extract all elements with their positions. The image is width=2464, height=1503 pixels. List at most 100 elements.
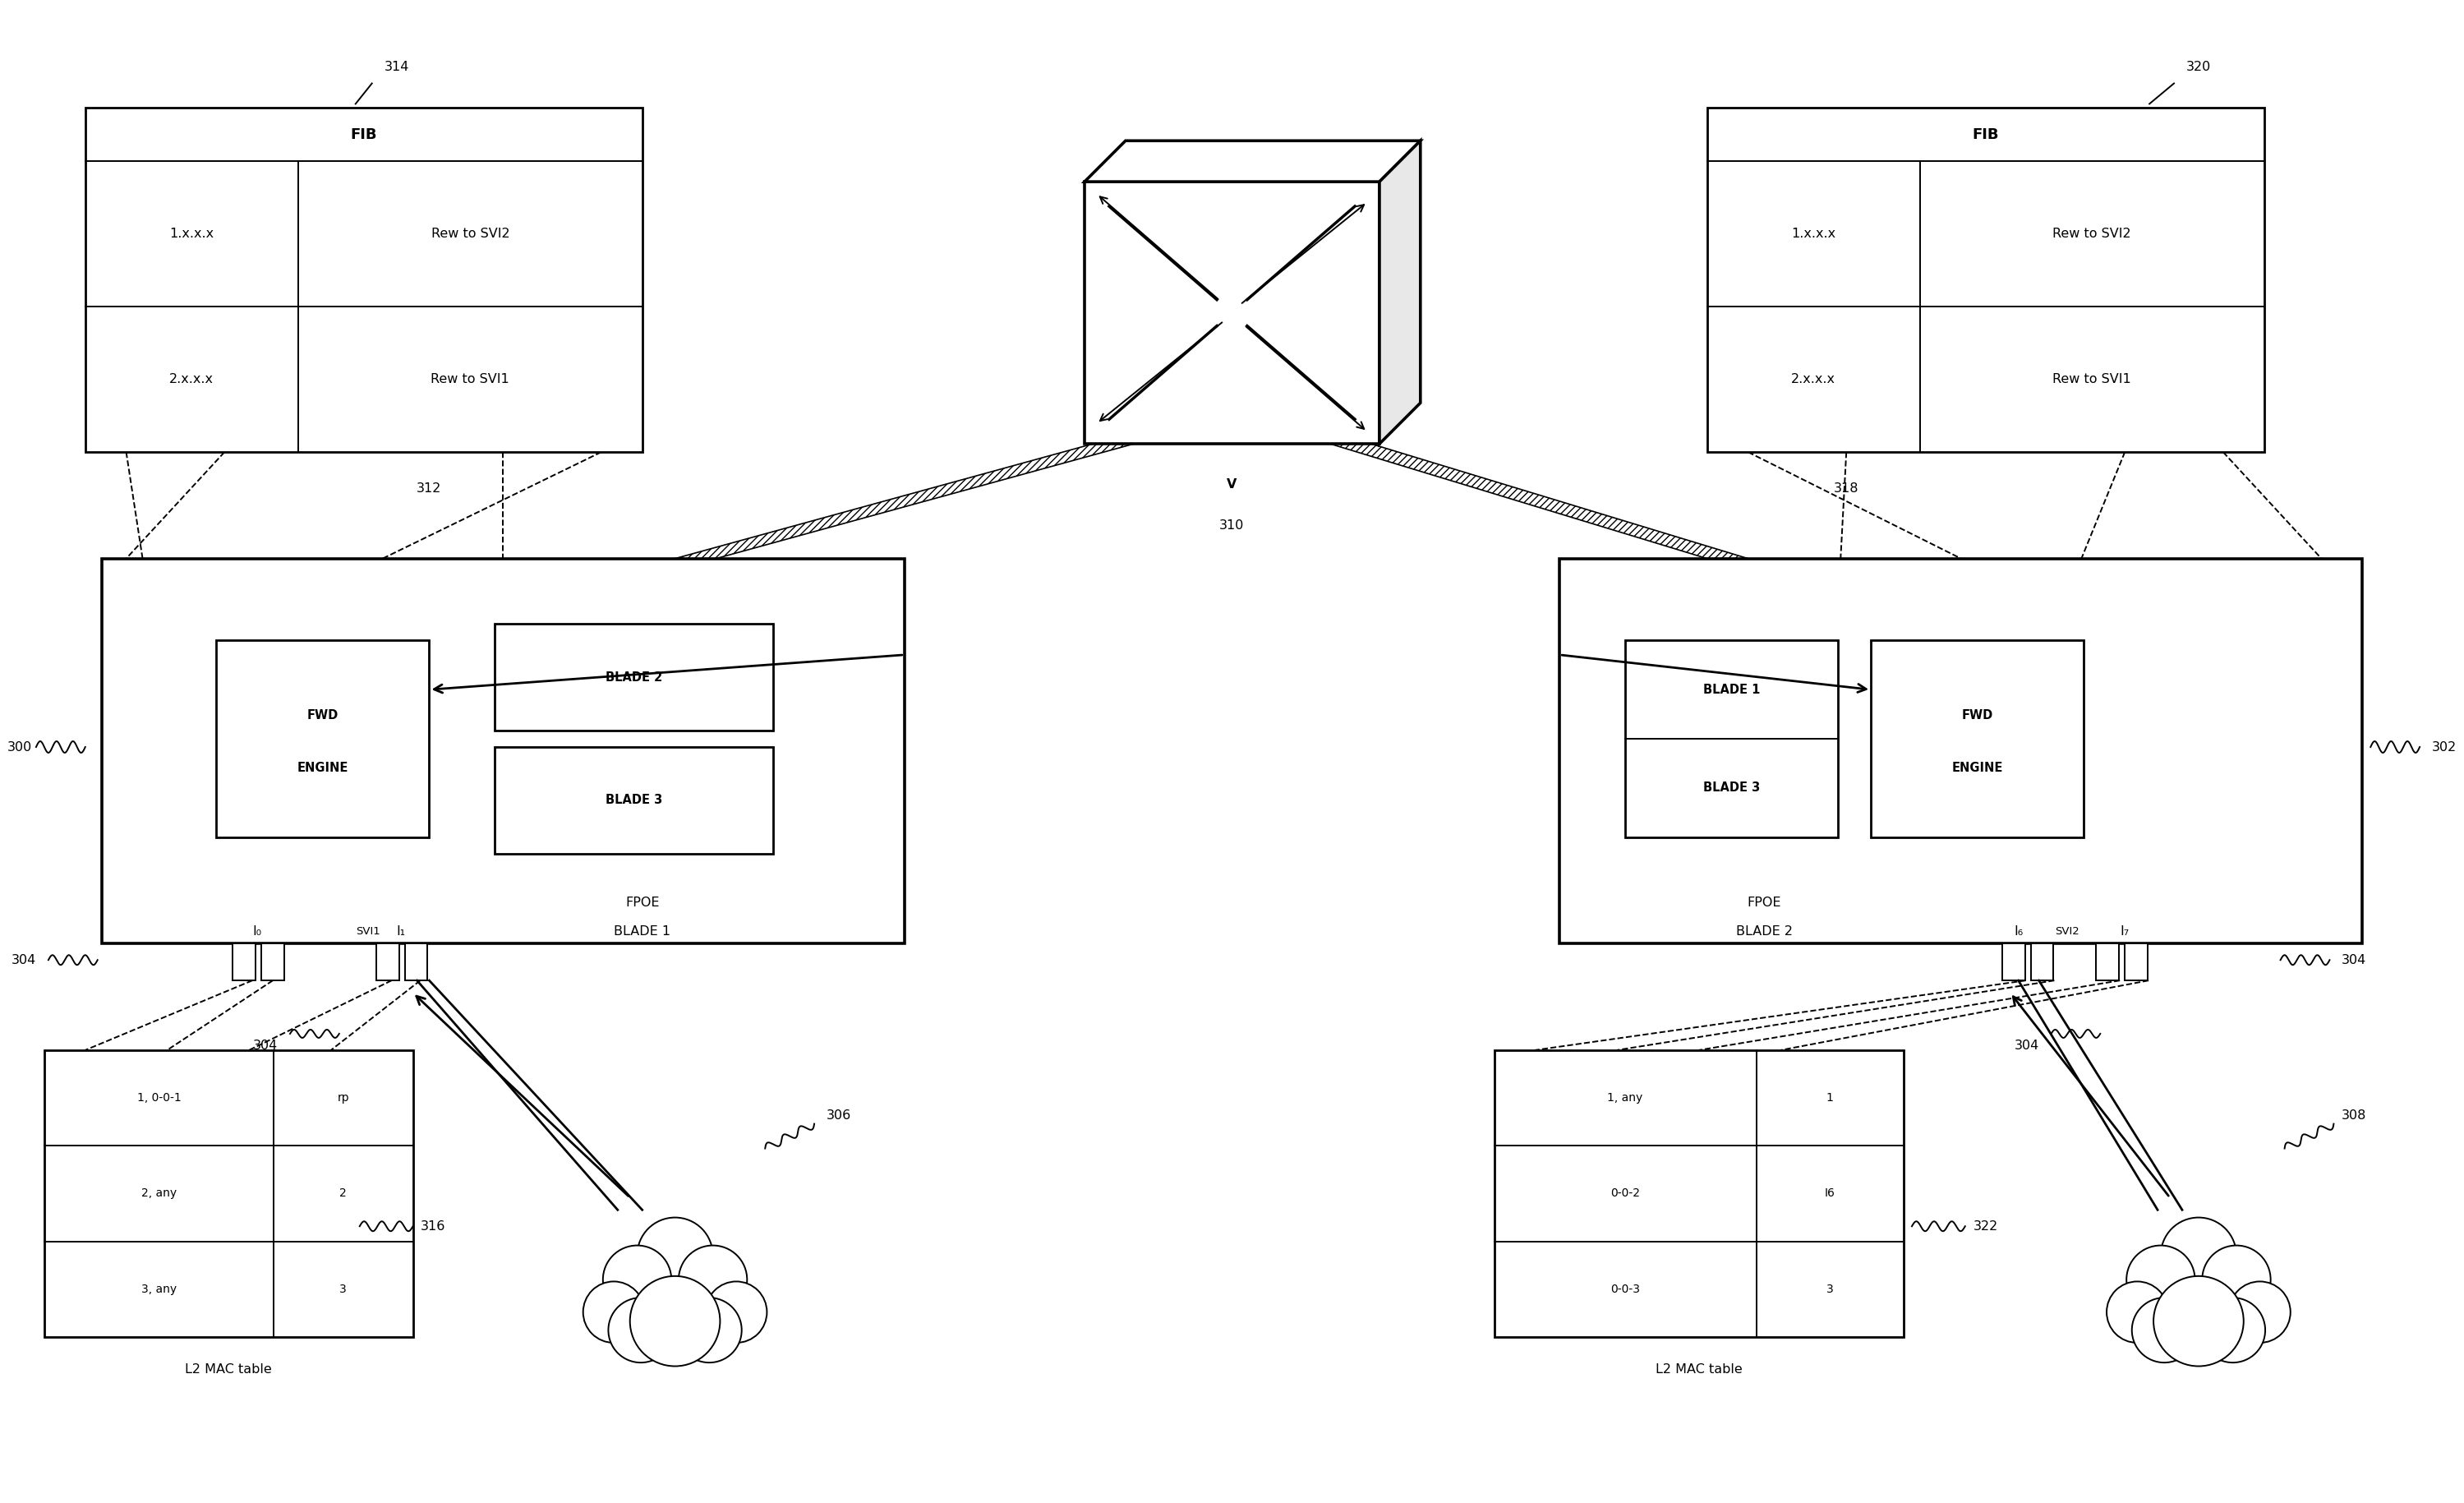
Circle shape [2161,1217,2237,1293]
Bar [86,108,643,452]
Text: 0-0-3: 0-0-3 [1611,1284,1641,1294]
Text: L2 MAC table: L2 MAC table [185,1363,271,1375]
Text: L2 MAC table: L2 MAC table [1656,1363,1742,1375]
Circle shape [2203,1246,2272,1314]
Circle shape [678,1246,747,1314]
Text: 314: 314 [384,60,409,74]
Text: BLADE 1: BLADE 1 [614,926,670,938]
Polygon shape [1380,141,1419,443]
Text: 1.x.x.x: 1.x.x.x [170,228,214,240]
Circle shape [2126,1246,2195,1314]
Text: Rew to SVI1: Rew to SVI1 [2053,373,2131,385]
Bar [495,747,774,854]
Text: 0-0-2: 0-0-2 [1611,1187,1641,1199]
Text: 2.x.x.x: 2.x.x.x [653,1290,697,1302]
Text: FIB: FIB [350,128,377,141]
Text: I₇: I₇ [2119,926,2129,938]
Text: I₁: I₁ [397,926,404,938]
Polygon shape [1331,443,1747,559]
Polygon shape [1084,141,1419,182]
Bar [377,944,399,980]
Text: FPOE: FPOE [1747,896,1781,909]
Bar [101,559,904,944]
Bar [1084,182,1380,443]
Text: 304: 304 [2341,954,2365,966]
Circle shape [584,1282,646,1342]
Bar [1493,1051,1905,1336]
Text: 320: 320 [2186,60,2210,74]
Text: 3: 3 [340,1284,347,1294]
Bar [2097,944,2119,980]
Circle shape [705,1282,766,1342]
Text: BLADE 2: BLADE 2 [1737,926,1794,938]
Bar [495,624,774,730]
Text: FWD: FWD [1961,709,1993,721]
Circle shape [618,1240,732,1351]
Text: 304: 304 [2013,1040,2040,1052]
Text: 310: 310 [1220,520,1244,532]
Text: 1: 1 [1826,1093,1833,1103]
Text: 318: 318 [1833,482,1858,494]
Text: BLADE 1: BLADE 1 [1703,684,1759,696]
Text: 322: 322 [1974,1220,1998,1232]
Circle shape [604,1246,670,1314]
Text: ENGINE: ENGINE [298,762,347,774]
Text: 1.x.x.x: 1.x.x.x [2176,1290,2220,1302]
Bar [1560,559,2363,944]
Text: 2.x.x.x: 2.x.x.x [170,373,214,385]
Text: I6: I6 [1826,1187,1836,1199]
Text: 312: 312 [416,482,441,494]
Circle shape [631,1276,719,1366]
Circle shape [609,1297,673,1363]
Circle shape [1215,295,1249,331]
Text: ENGINE: ENGINE [1951,762,2003,774]
Text: 3, any: 3, any [140,1284,177,1294]
Text: Rew to SVI2: Rew to SVI2 [2053,228,2131,240]
Bar [1626,640,1838,837]
Circle shape [2144,1240,2255,1351]
Text: 2, any: 2, any [140,1187,177,1199]
Text: 306: 306 [825,1109,850,1121]
Text: FWD: FWD [308,709,338,721]
Circle shape [2107,1282,2168,1342]
Bar [2001,944,2025,980]
Text: 1, any: 1, any [1607,1093,1643,1103]
Bar [44,1051,414,1336]
Text: 304: 304 [12,954,37,966]
Text: 1.x.x.x: 1.x.x.x [1791,228,1836,240]
Circle shape [2230,1282,2292,1342]
Text: FPOE: FPOE [626,896,660,909]
Text: 1, 0-0-1: 1, 0-0-1 [138,1093,180,1103]
Text: I₀: I₀ [254,926,261,938]
Bar [1870,640,2085,837]
Text: 300: 300 [7,741,32,753]
Text: 304: 304 [254,1040,278,1052]
Text: BLADE 3: BLADE 3 [606,794,663,807]
Text: 308: 308 [2341,1109,2365,1121]
Text: 2: 2 [340,1187,347,1199]
Circle shape [678,1297,742,1363]
Bar [2124,944,2149,980]
Bar [404,944,429,980]
Text: 316: 316 [421,1220,446,1232]
Circle shape [2200,1297,2264,1363]
Text: SVI2: SVI2 [2055,926,2080,936]
Bar [261,944,283,980]
Text: SVI1: SVI1 [355,926,379,936]
Circle shape [2154,1276,2245,1366]
Text: 3: 3 [1826,1284,1833,1294]
Text: 302: 302 [2432,741,2457,753]
Text: Rew to SVI2: Rew to SVI2 [431,228,510,240]
Text: Rew to SVI1: Rew to SVI1 [431,373,510,385]
Bar [2030,944,2053,980]
Text: I₆: I₆ [2013,926,2023,938]
Text: 2.x.x.x: 2.x.x.x [1791,373,1836,385]
Text: rp: rp [338,1093,350,1103]
Bar [232,944,256,980]
Text: BLADE 3: BLADE 3 [1703,782,1759,794]
Circle shape [638,1217,712,1293]
Text: V: V [1227,478,1237,491]
Bar [217,640,429,837]
Text: BLADE 2: BLADE 2 [606,672,663,684]
Text: FIB: FIB [1971,128,1998,141]
